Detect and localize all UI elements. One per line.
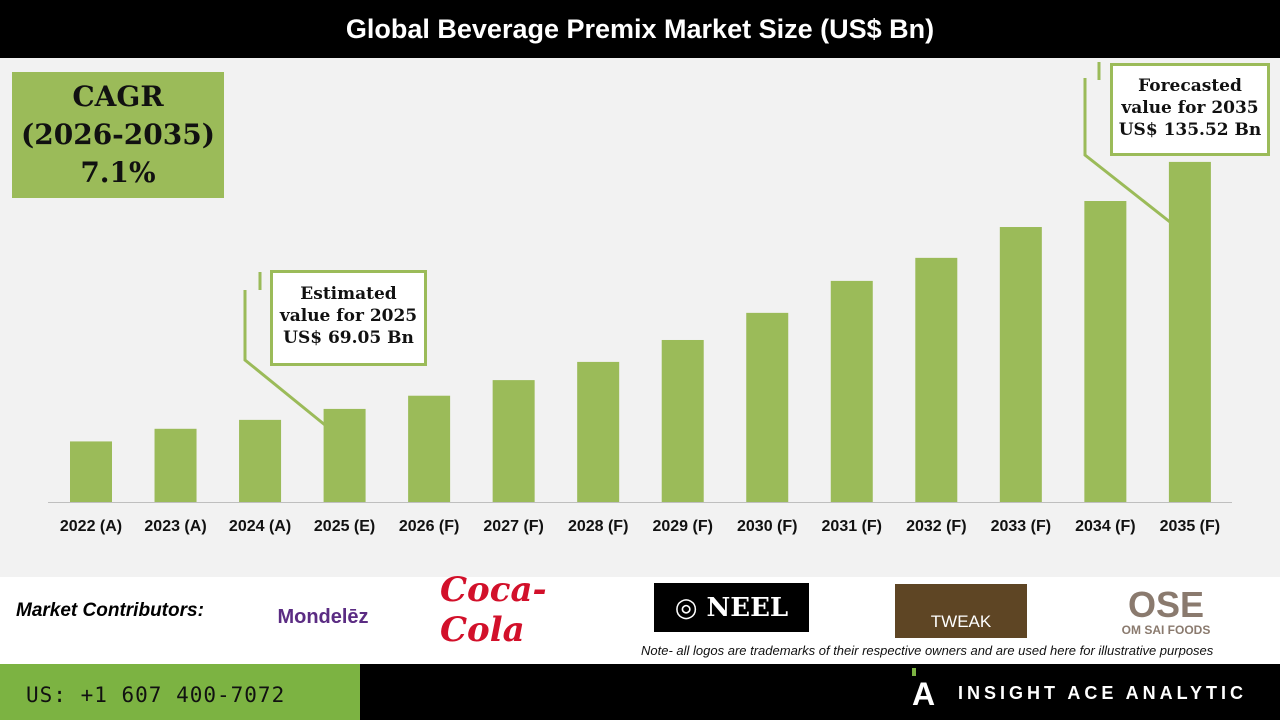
bar-2028 (F) bbox=[577, 361, 620, 502]
bar-2026 (F) bbox=[408, 395, 451, 502]
cagr-period: (2026-2035) bbox=[21, 118, 215, 151]
brand-logo-icon: A bbox=[912, 676, 936, 712]
bar-2030 (F) bbox=[746, 312, 789, 502]
brand-name: INSIGHT ACE ANALYTIC bbox=[958, 683, 1248, 703]
cagr-label: CAGR bbox=[72, 80, 164, 113]
x-tick-label: 2025 (E) bbox=[314, 518, 375, 535]
x-tick-label: 2024 (A) bbox=[229, 518, 291, 535]
contributors-section bbox=[0, 577, 1280, 664]
estimated-callout: Estimated value for 2025 US$ 69.05 Bn bbox=[270, 270, 427, 366]
x-tick-label: 2031 (F) bbox=[822, 518, 882, 535]
bar-2033 (F) bbox=[999, 227, 1042, 503]
x-tick-label: 2030 (F) bbox=[737, 518, 797, 535]
contributors-label: Market Contributors: bbox=[16, 600, 204, 621]
om-sai-foods-logo: OSE OM SAI FOODS bbox=[1121, 584, 1211, 638]
bar-2031 (F) bbox=[830, 280, 873, 502]
bar-2034 (F) bbox=[1084, 201, 1127, 502]
bar-chart: 2022 (A) 2023 (A) 2024 (A) 2025 (E) 2026 (F)… bbox=[48, 62, 1232, 535]
tweak-logo: TWEAK bbox=[895, 584, 1027, 638]
x-tick-label: 2023 (A) bbox=[144, 518, 206, 535]
x-tick-label: 2029 (F) bbox=[652, 518, 712, 535]
x-tick-label: 2034 (F) bbox=[1075, 518, 1135, 535]
x-tick-label: 2028 (F) bbox=[568, 518, 628, 535]
cagr-value: 7.1% bbox=[80, 156, 156, 189]
bar-2029 (F) bbox=[661, 339, 704, 502]
callout-text: US$ 69.05 Bn bbox=[283, 328, 414, 348]
footer-bar bbox=[360, 664, 1280, 720]
callout-text: value for 2025 bbox=[279, 306, 418, 326]
chart-title: Global Beverage Premix Market Size (US$ … bbox=[0, 0, 1280, 58]
x-tick-label: 2027 (F) bbox=[483, 518, 543, 535]
phone-number: US: +1 607 400-7072 bbox=[0, 664, 360, 720]
bar-2027 (F) bbox=[492, 380, 535, 502]
callout-text: Estimated bbox=[300, 284, 397, 304]
bar-2032 (F) bbox=[915, 257, 958, 502]
estimated-connector bbox=[243, 290, 326, 427]
neel-beverages-logo: ◎ NEEL bbox=[654, 583, 809, 632]
bar-2024 (A) bbox=[239, 419, 282, 502]
x-tick-label: 2033 (F) bbox=[991, 518, 1051, 535]
coca-cola-logo: Coca-Cola bbox=[440, 570, 547, 650]
x-tick-label: 2032 (F) bbox=[906, 518, 966, 535]
trademark-note: Note- all logos are trademarks of their … bbox=[641, 643, 1214, 658]
callout-text: Forecasted bbox=[1138, 76, 1242, 96]
callout-text: value for 2035 bbox=[1121, 98, 1259, 118]
bar-2023 (A) bbox=[154, 428, 197, 502]
x-tick-label: 2022 (A) bbox=[60, 518, 122, 535]
bar-2035 (F) bbox=[1168, 161, 1211, 502]
mondelez-logo: Mondelēz bbox=[277, 605, 369, 628]
forecasted-connector bbox=[1083, 78, 1171, 224]
forecasted-callout: Forecasted value for 2035 US$ 135.52 Bn bbox=[1110, 63, 1270, 156]
callout-text: US$ 135.52 Bn bbox=[1118, 120, 1262, 140]
x-tick-label: 2026 (F) bbox=[399, 518, 459, 535]
x-tick-label: 2035 (F) bbox=[1160, 518, 1220, 535]
brand-logo-accent bbox=[912, 668, 916, 676]
cagr-box: CAGR (2026-2035) 7.1% bbox=[12, 72, 224, 198]
bar-2022 (A) bbox=[70, 441, 112, 502]
bar-2025 (E) bbox=[323, 408, 366, 502]
